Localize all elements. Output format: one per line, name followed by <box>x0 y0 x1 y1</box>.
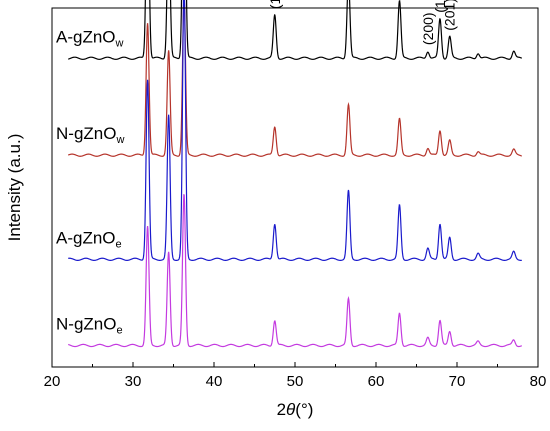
x-tick-label-1: 30 <box>125 373 142 390</box>
peak-label-3: (102) <box>267 0 283 9</box>
x-tick-label-4: 60 <box>368 373 385 390</box>
series-traces <box>67 0 523 348</box>
x-axis: 20 30 40 50 60 70 80 <box>44 362 547 390</box>
series-label-0: A-gZnOw <box>56 27 124 49</box>
x-tick-label-6: 80 <box>530 373 547 390</box>
series-line-2 <box>68 0 522 261</box>
peak-label-7: (112) <box>432 0 448 13</box>
series-labels: A-gZnOw N-gZnOw A-gZnOe N-gZnOe <box>56 27 124 336</box>
series-line-1 <box>67 0 522 157</box>
series-line-0 <box>68 0 523 60</box>
y-axis-label: Intensity (a.u.) <box>5 134 24 242</box>
series-line-3 <box>68 194 523 348</box>
x-tick-label-5: 70 <box>449 373 466 390</box>
series-label-1: N-gZnOw <box>56 124 124 146</box>
peak-label-8: (201) <box>442 0 458 31</box>
x-axis-label: 2θ(°) <box>277 400 314 419</box>
peak-label-6: (200) <box>420 12 436 45</box>
series-label-2: A-gZnOe <box>56 228 122 250</box>
x-tick-label-0: 20 <box>44 373 61 390</box>
x-tick-label-3: 50 <box>287 373 304 390</box>
series-label-3: N-gZnOe <box>56 315 123 337</box>
x-tick-label-2: 40 <box>206 373 223 390</box>
plot-frame <box>51 7 539 368</box>
